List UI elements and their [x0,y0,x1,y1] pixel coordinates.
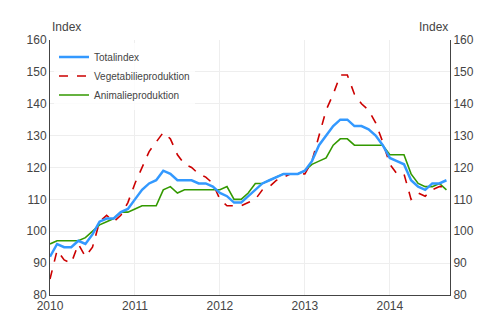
svg-text:2012: 2012 [207,299,234,313]
svg-text:150: 150 [453,65,473,79]
svg-text:110: 110 [27,193,46,207]
svg-text:Index: Index [52,20,81,34]
svg-text:100: 100 [453,224,473,238]
svg-text:80: 80 [33,288,47,302]
svg-text:130: 130 [27,129,47,143]
svg-text:Index: Index [419,20,448,34]
svg-text:2010: 2010 [37,299,64,313]
svg-text:160: 160 [27,33,47,47]
svg-text:2013: 2013 [292,299,319,313]
svg-text:90: 90 [453,256,467,270]
svg-text:Animalieproduktion: Animalieproduktion [94,90,179,101]
svg-text:130: 130 [453,129,473,143]
svg-text:2014: 2014 [376,299,403,313]
svg-text:140: 140 [453,97,473,111]
svg-text:Totalindex: Totalindex [94,52,139,63]
svg-text:140: 140 [27,97,47,111]
svg-text:160: 160 [453,33,473,47]
svg-text:120: 120 [27,161,47,175]
svg-text:110: 110 [453,193,472,207]
svg-text:80: 80 [453,288,467,302]
svg-text:120: 120 [453,161,473,175]
svg-text:150: 150 [27,65,47,79]
svg-text:90: 90 [33,256,47,270]
svg-text:100: 100 [27,224,47,238]
svg-text:2011: 2011 [122,299,148,313]
svg-text:Vegetabilieproduktion: Vegetabilieproduktion [94,71,190,82]
